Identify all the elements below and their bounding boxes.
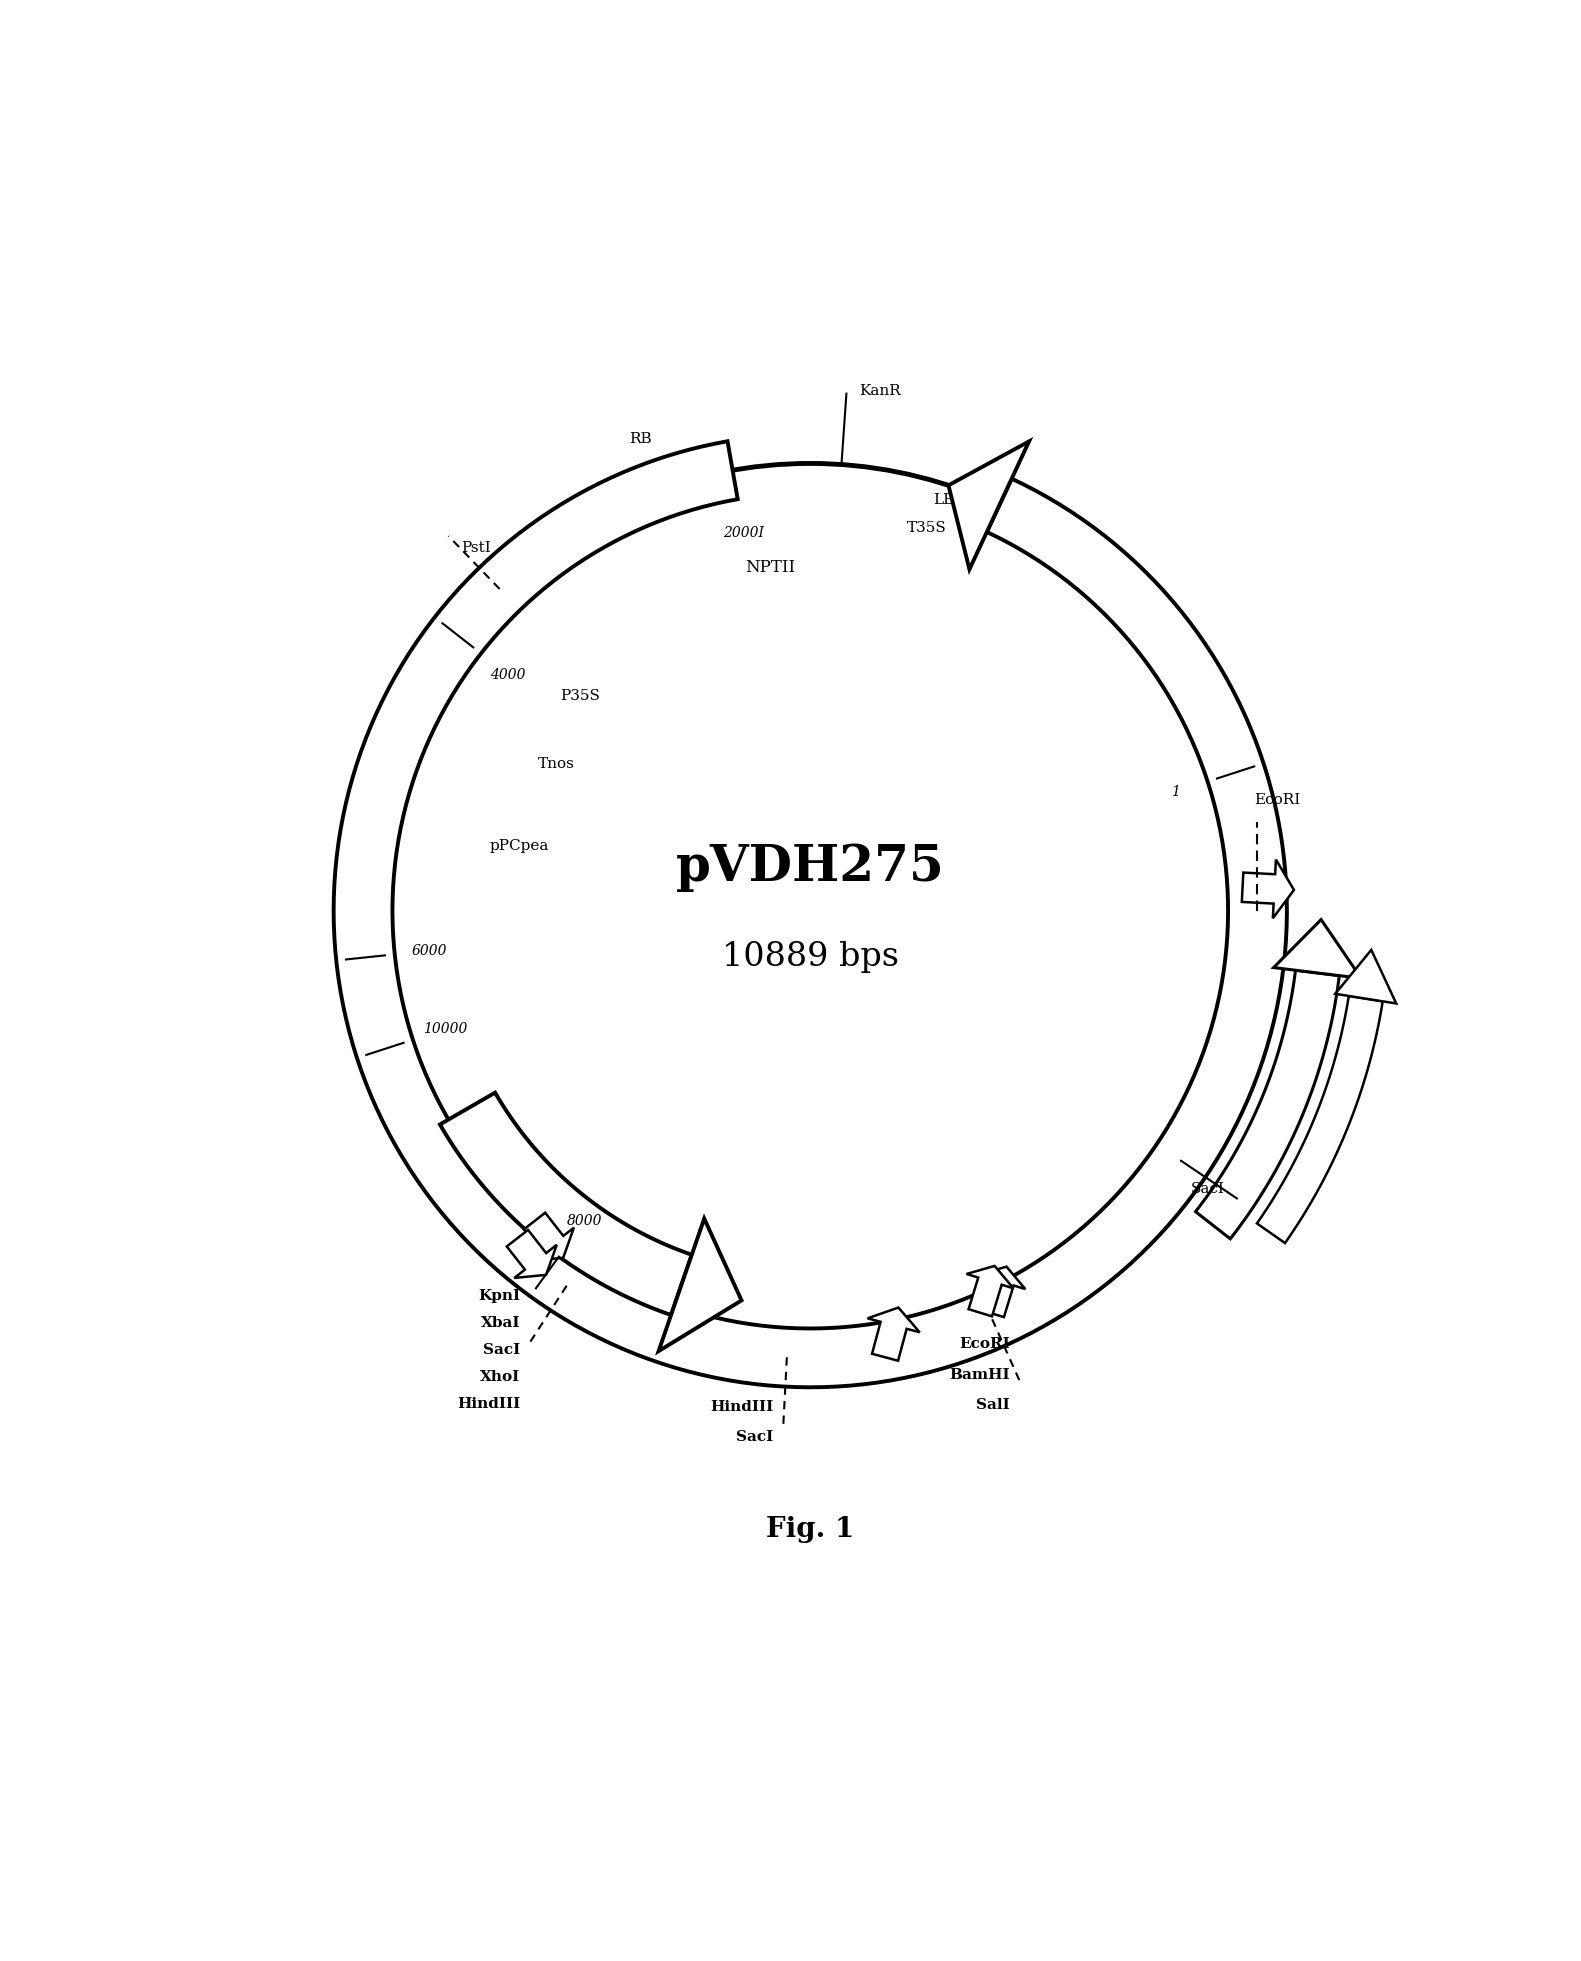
- Polygon shape: [1195, 971, 1339, 1239]
- Text: P35S: P35S: [560, 688, 601, 704]
- Text: T35S: T35S: [907, 522, 947, 535]
- Text: pPCpea: pPCpea: [489, 839, 549, 853]
- Polygon shape: [949, 441, 1029, 569]
- Text: Fig. 1: Fig. 1: [767, 1516, 854, 1543]
- Text: 4000: 4000: [490, 667, 526, 682]
- Text: XhoI: XhoI: [481, 1369, 520, 1384]
- Polygon shape: [1241, 859, 1293, 918]
- Text: KanR: KanR: [858, 384, 901, 398]
- Text: LB: LB: [933, 494, 953, 508]
- Text: SacI: SacI: [482, 1343, 520, 1357]
- Text: 6000: 6000: [411, 943, 446, 957]
- Text: SacI: SacI: [737, 1430, 773, 1443]
- Text: HindIII: HindIII: [710, 1400, 773, 1414]
- Polygon shape: [868, 1308, 920, 1361]
- Text: SacI: SacI: [1190, 1182, 1225, 1196]
- Text: SalI: SalI: [975, 1398, 1010, 1412]
- Polygon shape: [1257, 996, 1383, 1243]
- Text: RB: RB: [629, 431, 651, 445]
- Text: pVDH275: pVDH275: [677, 843, 944, 892]
- Polygon shape: [979, 1267, 1026, 1318]
- Text: KpnI: KpnI: [477, 1288, 520, 1302]
- Polygon shape: [440, 1092, 692, 1316]
- Text: 8000: 8000: [568, 1214, 602, 1228]
- Polygon shape: [1274, 920, 1361, 979]
- Text: 1: 1: [1170, 784, 1179, 800]
- Text: NPTII: NPTII: [745, 559, 795, 577]
- Polygon shape: [508, 1230, 557, 1279]
- Text: 2000I: 2000I: [723, 526, 764, 539]
- Text: 10889 bps: 10889 bps: [723, 941, 898, 973]
- Text: Tnos: Tnos: [538, 757, 575, 771]
- Polygon shape: [1336, 949, 1396, 1004]
- Polygon shape: [334, 441, 1287, 1386]
- Text: HindIII: HindIII: [457, 1396, 520, 1410]
- Text: EcoRI: EcoRI: [1254, 792, 1300, 806]
- Polygon shape: [966, 1267, 1013, 1316]
- Text: PstI: PstI: [460, 541, 490, 555]
- Text: EcoRI: EcoRI: [960, 1337, 1010, 1351]
- Text: BamHI: BamHI: [949, 1367, 1010, 1383]
- Polygon shape: [659, 1218, 741, 1351]
- Text: XbaI: XbaI: [481, 1316, 520, 1330]
- Text: 10000: 10000: [424, 1022, 468, 1035]
- Polygon shape: [523, 1212, 574, 1261]
